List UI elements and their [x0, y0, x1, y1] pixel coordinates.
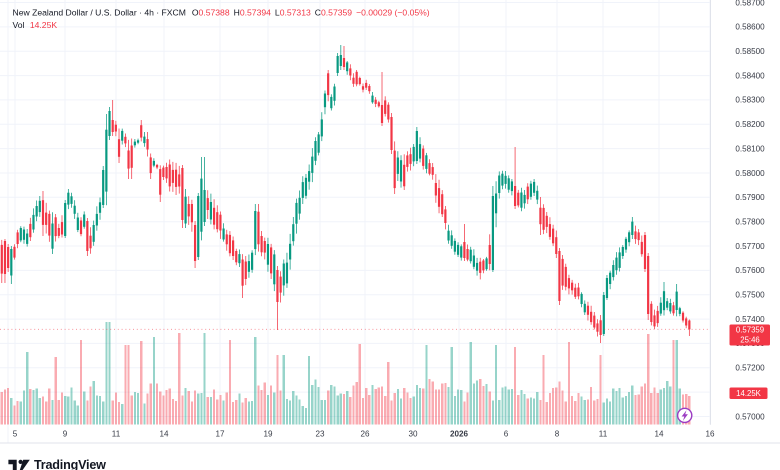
svg-text:26: 26: [360, 429, 370, 438]
svg-text:0.58200: 0.58200: [735, 120, 765, 129]
svg-text:0.58000: 0.58000: [735, 169, 765, 178]
svg-text:Vol 14.25K: Vol 14.25K: [13, 20, 58, 30]
svg-text:5: 5: [13, 429, 18, 438]
svg-text:0.57900: 0.57900: [735, 193, 765, 202]
svg-text:0.58100: 0.58100: [735, 144, 765, 153]
svg-text:30: 30: [408, 429, 418, 438]
svg-text:17: 17: [215, 429, 225, 438]
svg-text:0.57600: 0.57600: [735, 266, 765, 275]
svg-text:0.57400: 0.57400: [735, 315, 765, 324]
svg-text:14: 14: [159, 429, 169, 438]
svg-text:14: 14: [654, 429, 664, 438]
svg-text:0.58500: 0.58500: [735, 47, 765, 56]
svg-text:11: 11: [112, 429, 121, 438]
svg-text:0.57700: 0.57700: [735, 242, 765, 251]
svg-text:0.57359: 0.57359: [736, 326, 764, 335]
svg-text:0.58600: 0.58600: [735, 23, 765, 32]
svg-text:16: 16: [705, 429, 715, 438]
svg-text:11: 11: [599, 429, 608, 438]
svg-text:14.25K: 14.25K: [736, 389, 762, 398]
svg-text:TradingView: TradingView: [34, 458, 106, 470]
svg-text:0.58400: 0.58400: [735, 71, 765, 80]
svg-text:0.57500: 0.57500: [735, 291, 765, 300]
svg-text:25:46: 25:46: [740, 336, 760, 345]
svg-text:19: 19: [263, 429, 273, 438]
svg-text:0.58700: 0.58700: [735, 0, 765, 7]
svg-text:2026: 2026: [450, 429, 469, 438]
svg-text:New Zealand Dollar / U.S. Doll: New Zealand Dollar / U.S. Dollar · 4h · …: [13, 8, 430, 18]
svg-text:0.57200: 0.57200: [735, 364, 765, 373]
svg-text:6: 6: [504, 429, 509, 438]
svg-text:0.57000: 0.57000: [735, 412, 765, 421]
svg-text:9: 9: [63, 429, 68, 438]
svg-text:0.58300: 0.58300: [735, 96, 765, 105]
svg-text:8: 8: [555, 429, 560, 438]
svg-text:23: 23: [315, 429, 325, 438]
svg-text:0.57800: 0.57800: [735, 218, 765, 227]
